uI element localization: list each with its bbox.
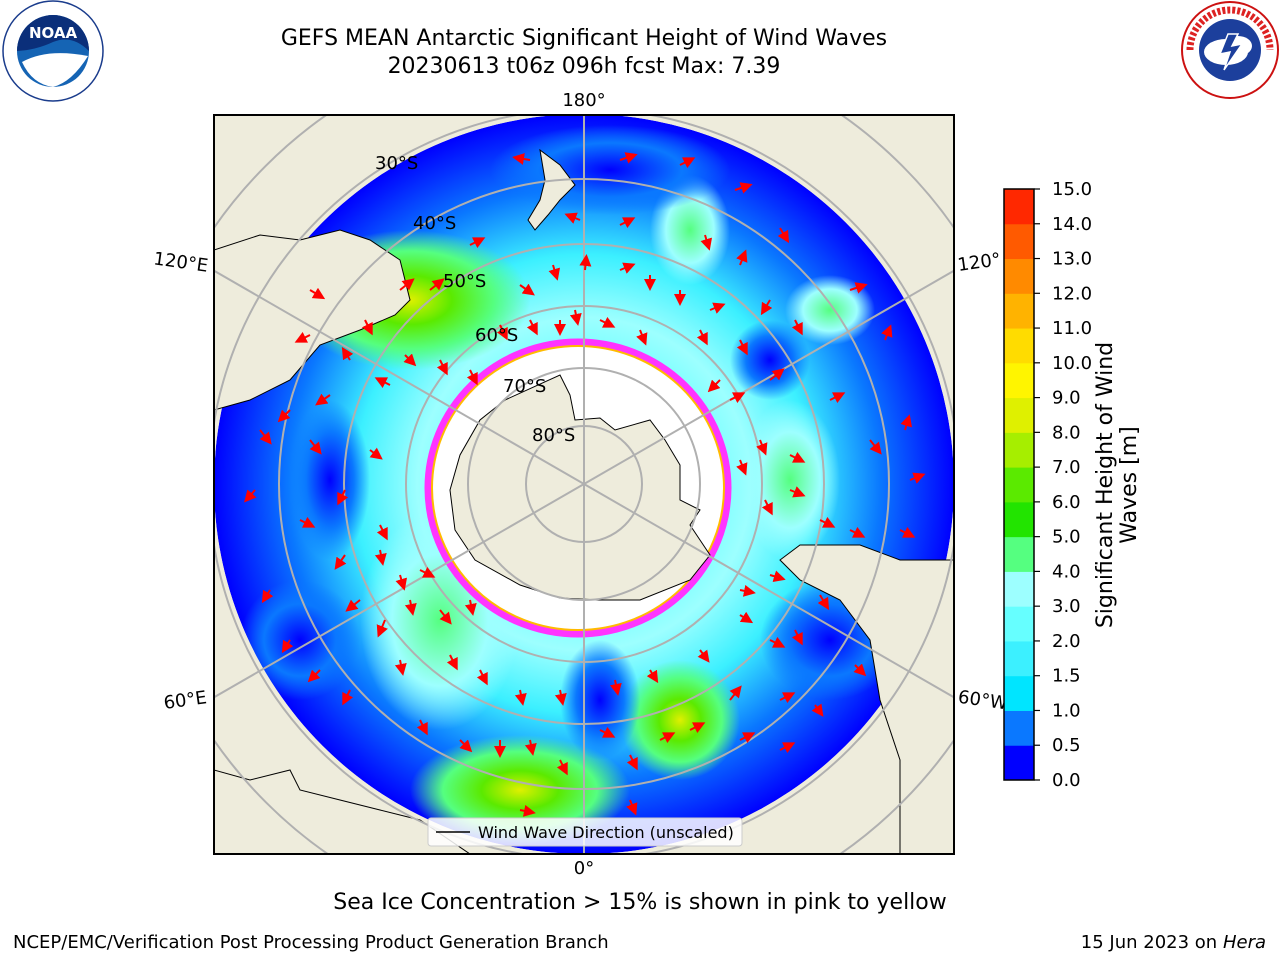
chart-subtitle: 20230613 t06z 096h fcst Max: 7.39 <box>387 54 781 79</box>
legend-label: Wind Wave Direction (unscaled) <box>478 823 734 842</box>
lon-label-60e: 60°E <box>162 687 208 714</box>
noaa-logo: NOAA <box>2 0 104 102</box>
host-name: Hera <box>1222 932 1266 953</box>
lat-label-40s: 40°S <box>413 213 456 234</box>
lat-label-60s: 60°S <box>475 325 518 346</box>
map-frame <box>213 114 955 855</box>
new-zealand-landmass <box>527 148 576 231</box>
lat-label-50s: 50°S <box>443 271 486 292</box>
lat-label-80s: 80°S <box>532 425 575 446</box>
wind-wave-direction-arrows <box>244 152 926 817</box>
producer-credit: NCEP/EMC/Verification Post Processing Pr… <box>13 932 609 953</box>
colorbar-label: Significant Height of Wind Waves [m] <box>1092 341 1142 629</box>
lon-label-180: 180° <box>562 90 605 111</box>
lat-label-30s: 30°S <box>375 153 418 174</box>
run-date-credit: 15 Jun 2023 on Hera <box>1081 932 1266 953</box>
sea-ice-edge <box>431 345 725 631</box>
lon-label-60w: 60°W <box>957 687 1009 715</box>
lon-label-0: 0° <box>574 858 594 879</box>
lat-label-70s: 70°S <box>503 376 546 397</box>
run-date: 15 Jun 2023 on <box>1080 932 1218 953</box>
lon-label-120e: 120°E <box>152 248 209 276</box>
noaa-logo-text: NOAA <box>29 24 78 42</box>
south-america-landmass <box>779 544 954 854</box>
lon-label-120w: 120° <box>956 249 1002 276</box>
chart-title: GEFS MEAN Antarctic Significant Height o… <box>280 26 888 51</box>
nws-logo <box>1181 1 1279 99</box>
sea-ice-note: Sea Ice Concentration > 15% is shown in … <box>333 890 947 915</box>
antarctica-coastline <box>449 374 711 601</box>
graticule <box>214 115 954 854</box>
map-legend: Wind Wave Direction (unscaled) <box>427 817 743 847</box>
